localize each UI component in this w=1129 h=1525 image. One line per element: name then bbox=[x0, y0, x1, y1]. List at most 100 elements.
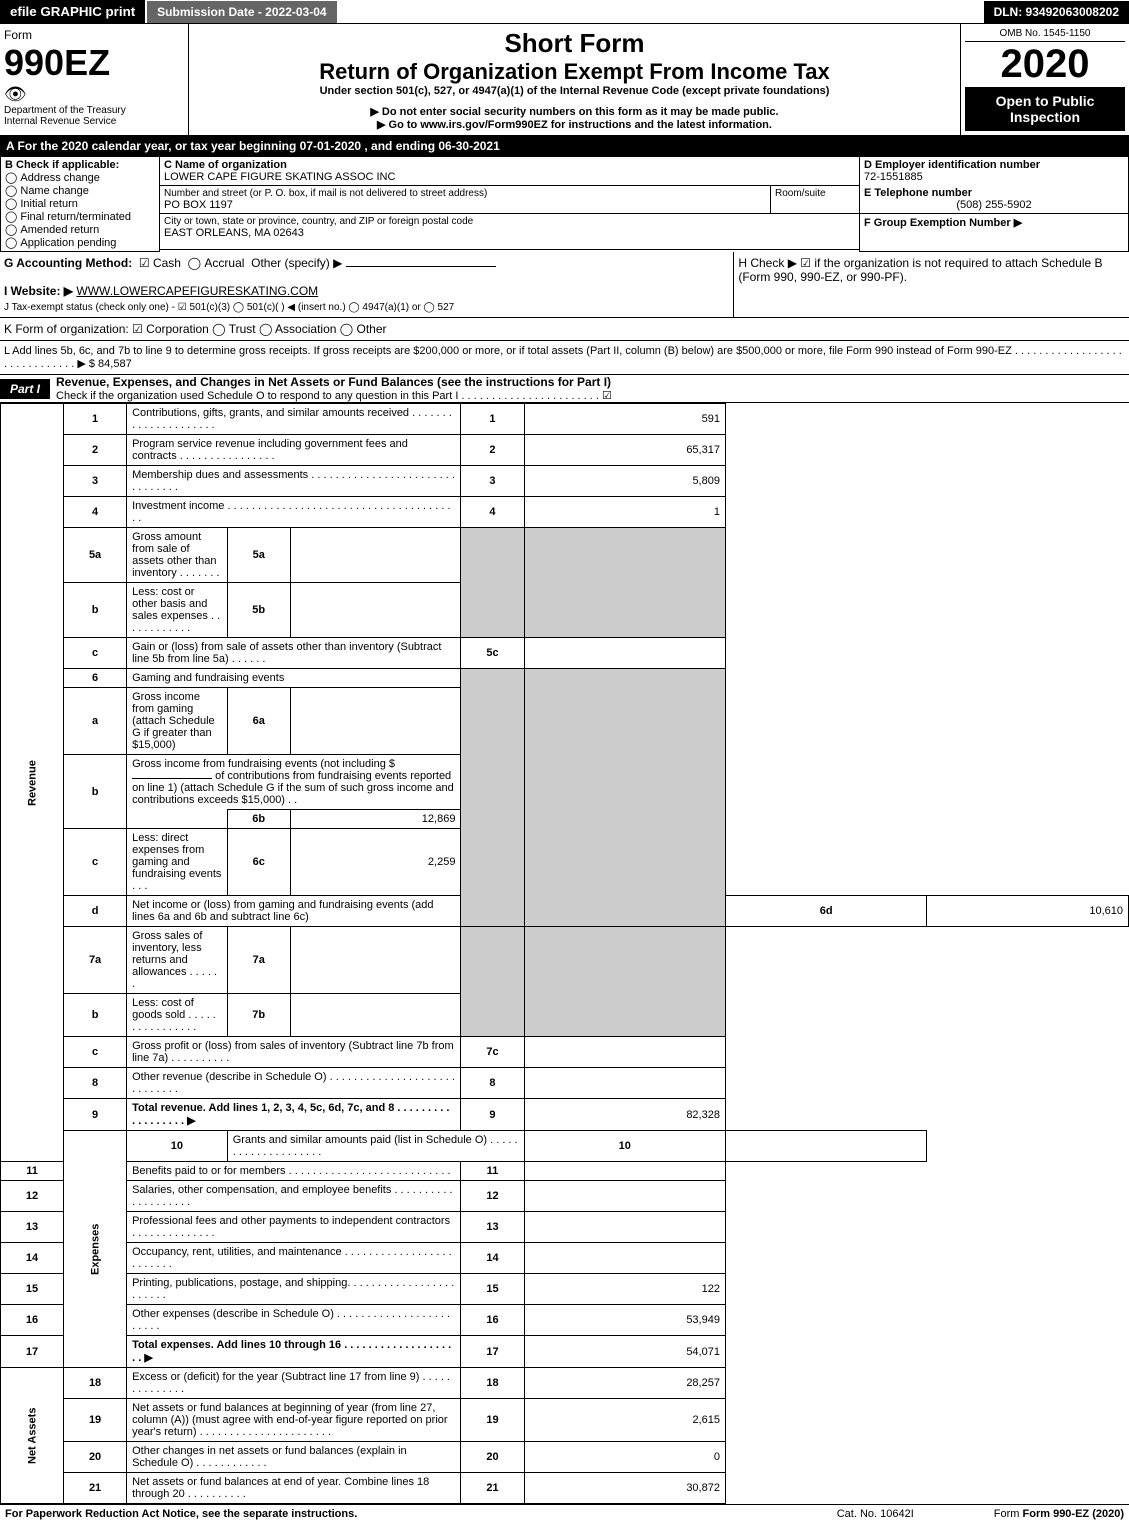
line-4-box: 4 bbox=[461, 497, 524, 528]
line-11-desc: Benefits paid to or for members . . . . … bbox=[127, 1162, 461, 1181]
line-5c-box: 5c bbox=[461, 638, 524, 669]
line-6d-num: d bbox=[64, 896, 127, 927]
checkbox-accrual[interactable]: ◯ Accrual bbox=[188, 256, 245, 270]
line-7a-desc: Gross sales of inventory, less returns a… bbox=[127, 927, 228, 994]
line-14-box: 14 bbox=[461, 1243, 524, 1274]
warning-ssn: ▶ Do not enter social security numbers o… bbox=[193, 105, 956, 118]
line-18-val: 28,257 bbox=[524, 1368, 725, 1399]
box-j: J Tax-exempt status (check only one) - ☑… bbox=[4, 302, 729, 313]
top-bar: efile GRAPHIC print Submission Date - 20… bbox=[0, 0, 1129, 24]
line-13-val bbox=[524, 1212, 725, 1243]
line-3-desc: Membership dues and assessments . . . . … bbox=[127, 466, 461, 497]
form-header: Form 990EZ 👁 Department of the Treasury … bbox=[0, 24, 1129, 136]
line-18-box: 18 bbox=[461, 1368, 524, 1399]
instructions-link[interactable]: ▶ Go to www.irs.gov/Form990EZ for instru… bbox=[193, 118, 956, 131]
form-reference: Form Form 990-EZ (2020) bbox=[994, 1508, 1124, 1520]
form-word: Form bbox=[4, 28, 184, 42]
line-21-desc: Net assets or fund balances at end of ye… bbox=[127, 1473, 461, 1504]
line-9-val: 82,328 bbox=[524, 1099, 725, 1131]
room-label: Room/suite bbox=[775, 188, 855, 199]
line-19-desc: Net assets or fund balances at beginning… bbox=[127, 1399, 461, 1442]
line-7c-num: c bbox=[64, 1037, 127, 1068]
line-11-box: 11 bbox=[461, 1162, 524, 1181]
line-5a-num: 5a bbox=[64, 528, 127, 583]
line-1-val: 591 bbox=[524, 404, 725, 435]
line-8-num: 8 bbox=[64, 1068, 127, 1099]
line-6a-innerval bbox=[290, 688, 461, 755]
box-d-header: D Employer identification number bbox=[864, 159, 1124, 171]
ein-value: 72-1551885 bbox=[864, 171, 1124, 183]
line-10-num: 10 bbox=[127, 1131, 228, 1162]
tax-year: 2020 bbox=[965, 42, 1125, 87]
line-6d-val: 10,610 bbox=[927, 896, 1129, 927]
line-3-num: 3 bbox=[64, 466, 127, 497]
phone-value: (508) 255-5902 bbox=[864, 199, 1124, 211]
line-5b-desc: Less: cost or other basis and sales expe… bbox=[127, 583, 228, 638]
catalog-number: Cat. No. 10642I bbox=[837, 1508, 914, 1520]
line-5b-innerval bbox=[290, 583, 461, 638]
line-12-num: 12 bbox=[1, 1181, 64, 1212]
box-i: I Website: ▶ WWW.LOWERCAPEFIGURESKATING.… bbox=[4, 284, 729, 298]
line-4-val: 1 bbox=[524, 497, 725, 528]
line-12-box: 12 bbox=[461, 1181, 524, 1212]
line-8-desc: Other revenue (describe in Schedule O) .… bbox=[127, 1068, 461, 1099]
checkbox-initial-return[interactable]: ◯ Initial return bbox=[5, 197, 155, 210]
checkbox-address-change[interactable]: ◯ Address change bbox=[5, 171, 155, 184]
checkbox-application-pending[interactable]: ◯ Application pending bbox=[5, 236, 155, 249]
line-5a-innerbox: 5a bbox=[227, 528, 290, 583]
line-7b-innerval bbox=[290, 994, 461, 1037]
line-5b-num: b bbox=[64, 583, 127, 638]
lines-table: Revenue 1 Contributions, gifts, grants, … bbox=[0, 403, 1129, 1504]
line-9-desc: Total revenue. Add lines 1, 2, 3, 4, 5c,… bbox=[127, 1099, 461, 1131]
box-l: L Add lines 5b, 6c, and 7b to line 9 to … bbox=[0, 341, 1129, 375]
checkbox-amended-return[interactable]: ◯ Amended return bbox=[5, 223, 155, 236]
page-footer: For Paperwork Reduction Act Notice, see … bbox=[0, 1504, 1129, 1523]
line-6a-innerbox: 6a bbox=[227, 688, 290, 755]
part1-header: Part I Revenue, Expenses, and Changes in… bbox=[0, 375, 1129, 403]
checkbox-name-change[interactable]: ◯ Name change bbox=[5, 184, 155, 197]
line-6b-innerbox: 6b bbox=[227, 810, 290, 829]
line-6a-num: a bbox=[64, 688, 127, 755]
line-9-num: 9 bbox=[64, 1099, 127, 1131]
line-11-num: 11 bbox=[1, 1162, 64, 1181]
line-6d-box: 6d bbox=[725, 896, 926, 927]
other-specify[interactable]: Other (specify) ▶ bbox=[251, 256, 342, 270]
omb-number: OMB No. 1545-1150 bbox=[965, 28, 1125, 42]
checkbox-final-return[interactable]: ◯ Final return/terminated bbox=[5, 210, 155, 223]
line-19-box: 19 bbox=[461, 1399, 524, 1442]
checkbox-cash[interactable]: ☑ Cash bbox=[139, 256, 181, 270]
part1-label: Part I bbox=[0, 379, 50, 399]
line-17-desc: Total expenses. Add lines 10 through 16 … bbox=[127, 1336, 461, 1368]
subtitle: Under section 501(c), 527, or 4947(a)(1)… bbox=[193, 85, 956, 97]
return-title: Return of Organization Exempt From Incom… bbox=[193, 59, 956, 85]
line-16-box: 16 bbox=[461, 1305, 524, 1336]
line-7c-box: 7c bbox=[461, 1037, 524, 1068]
line-14-desc: Occupancy, rent, utilities, and maintena… bbox=[127, 1243, 461, 1274]
line-8-box: 8 bbox=[461, 1068, 524, 1099]
line-5c-desc: Gain or (loss) from sale of assets other… bbox=[127, 638, 461, 669]
line-6b-num: b bbox=[64, 755, 127, 829]
line-5a-innerval bbox=[290, 528, 461, 583]
line-17-box: 17 bbox=[461, 1336, 524, 1368]
open-public-inspection: Open to Public Inspection bbox=[965, 87, 1125, 131]
box-k: K Form of organization: ☑ Corporation ◯ … bbox=[0, 318, 1129, 341]
line-6-desc: Gaming and fundraising events bbox=[127, 669, 461, 688]
line-6c-innerbox: 6c bbox=[227, 829, 290, 896]
efile-print-button[interactable]: efile GRAPHIC print bbox=[0, 0, 145, 23]
line-14-num: 14 bbox=[1, 1243, 64, 1274]
box-f-header: F Group Exemption Number ▶ bbox=[864, 216, 1124, 229]
line-3-box: 3 bbox=[461, 466, 524, 497]
line-15-box: 15 bbox=[461, 1274, 524, 1305]
line-2-box: 2 bbox=[461, 435, 524, 466]
line-11-val bbox=[524, 1162, 725, 1181]
line-13-box: 13 bbox=[461, 1212, 524, 1243]
box-g: G Accounting Method: ☑ Cash ◯ Accrual Ot… bbox=[4, 256, 729, 270]
website-url[interactable]: WWW.LOWERCAPEFIGURESKATING.COM bbox=[76, 284, 318, 298]
line-6c-desc: Less: direct expenses from gaming and fu… bbox=[127, 829, 228, 896]
city-value: EAST ORLEANS, MA 02643 bbox=[164, 227, 855, 239]
dept-treasury: Department of the Treasury bbox=[4, 105, 184, 116]
line-5a-desc: Gross amount from sale of assets other t… bbox=[127, 528, 228, 583]
line-7c-desc: Gross profit or (loss) from sales of inv… bbox=[127, 1037, 461, 1068]
line-1-box: 1 bbox=[461, 404, 524, 435]
line-12-val bbox=[524, 1181, 725, 1212]
